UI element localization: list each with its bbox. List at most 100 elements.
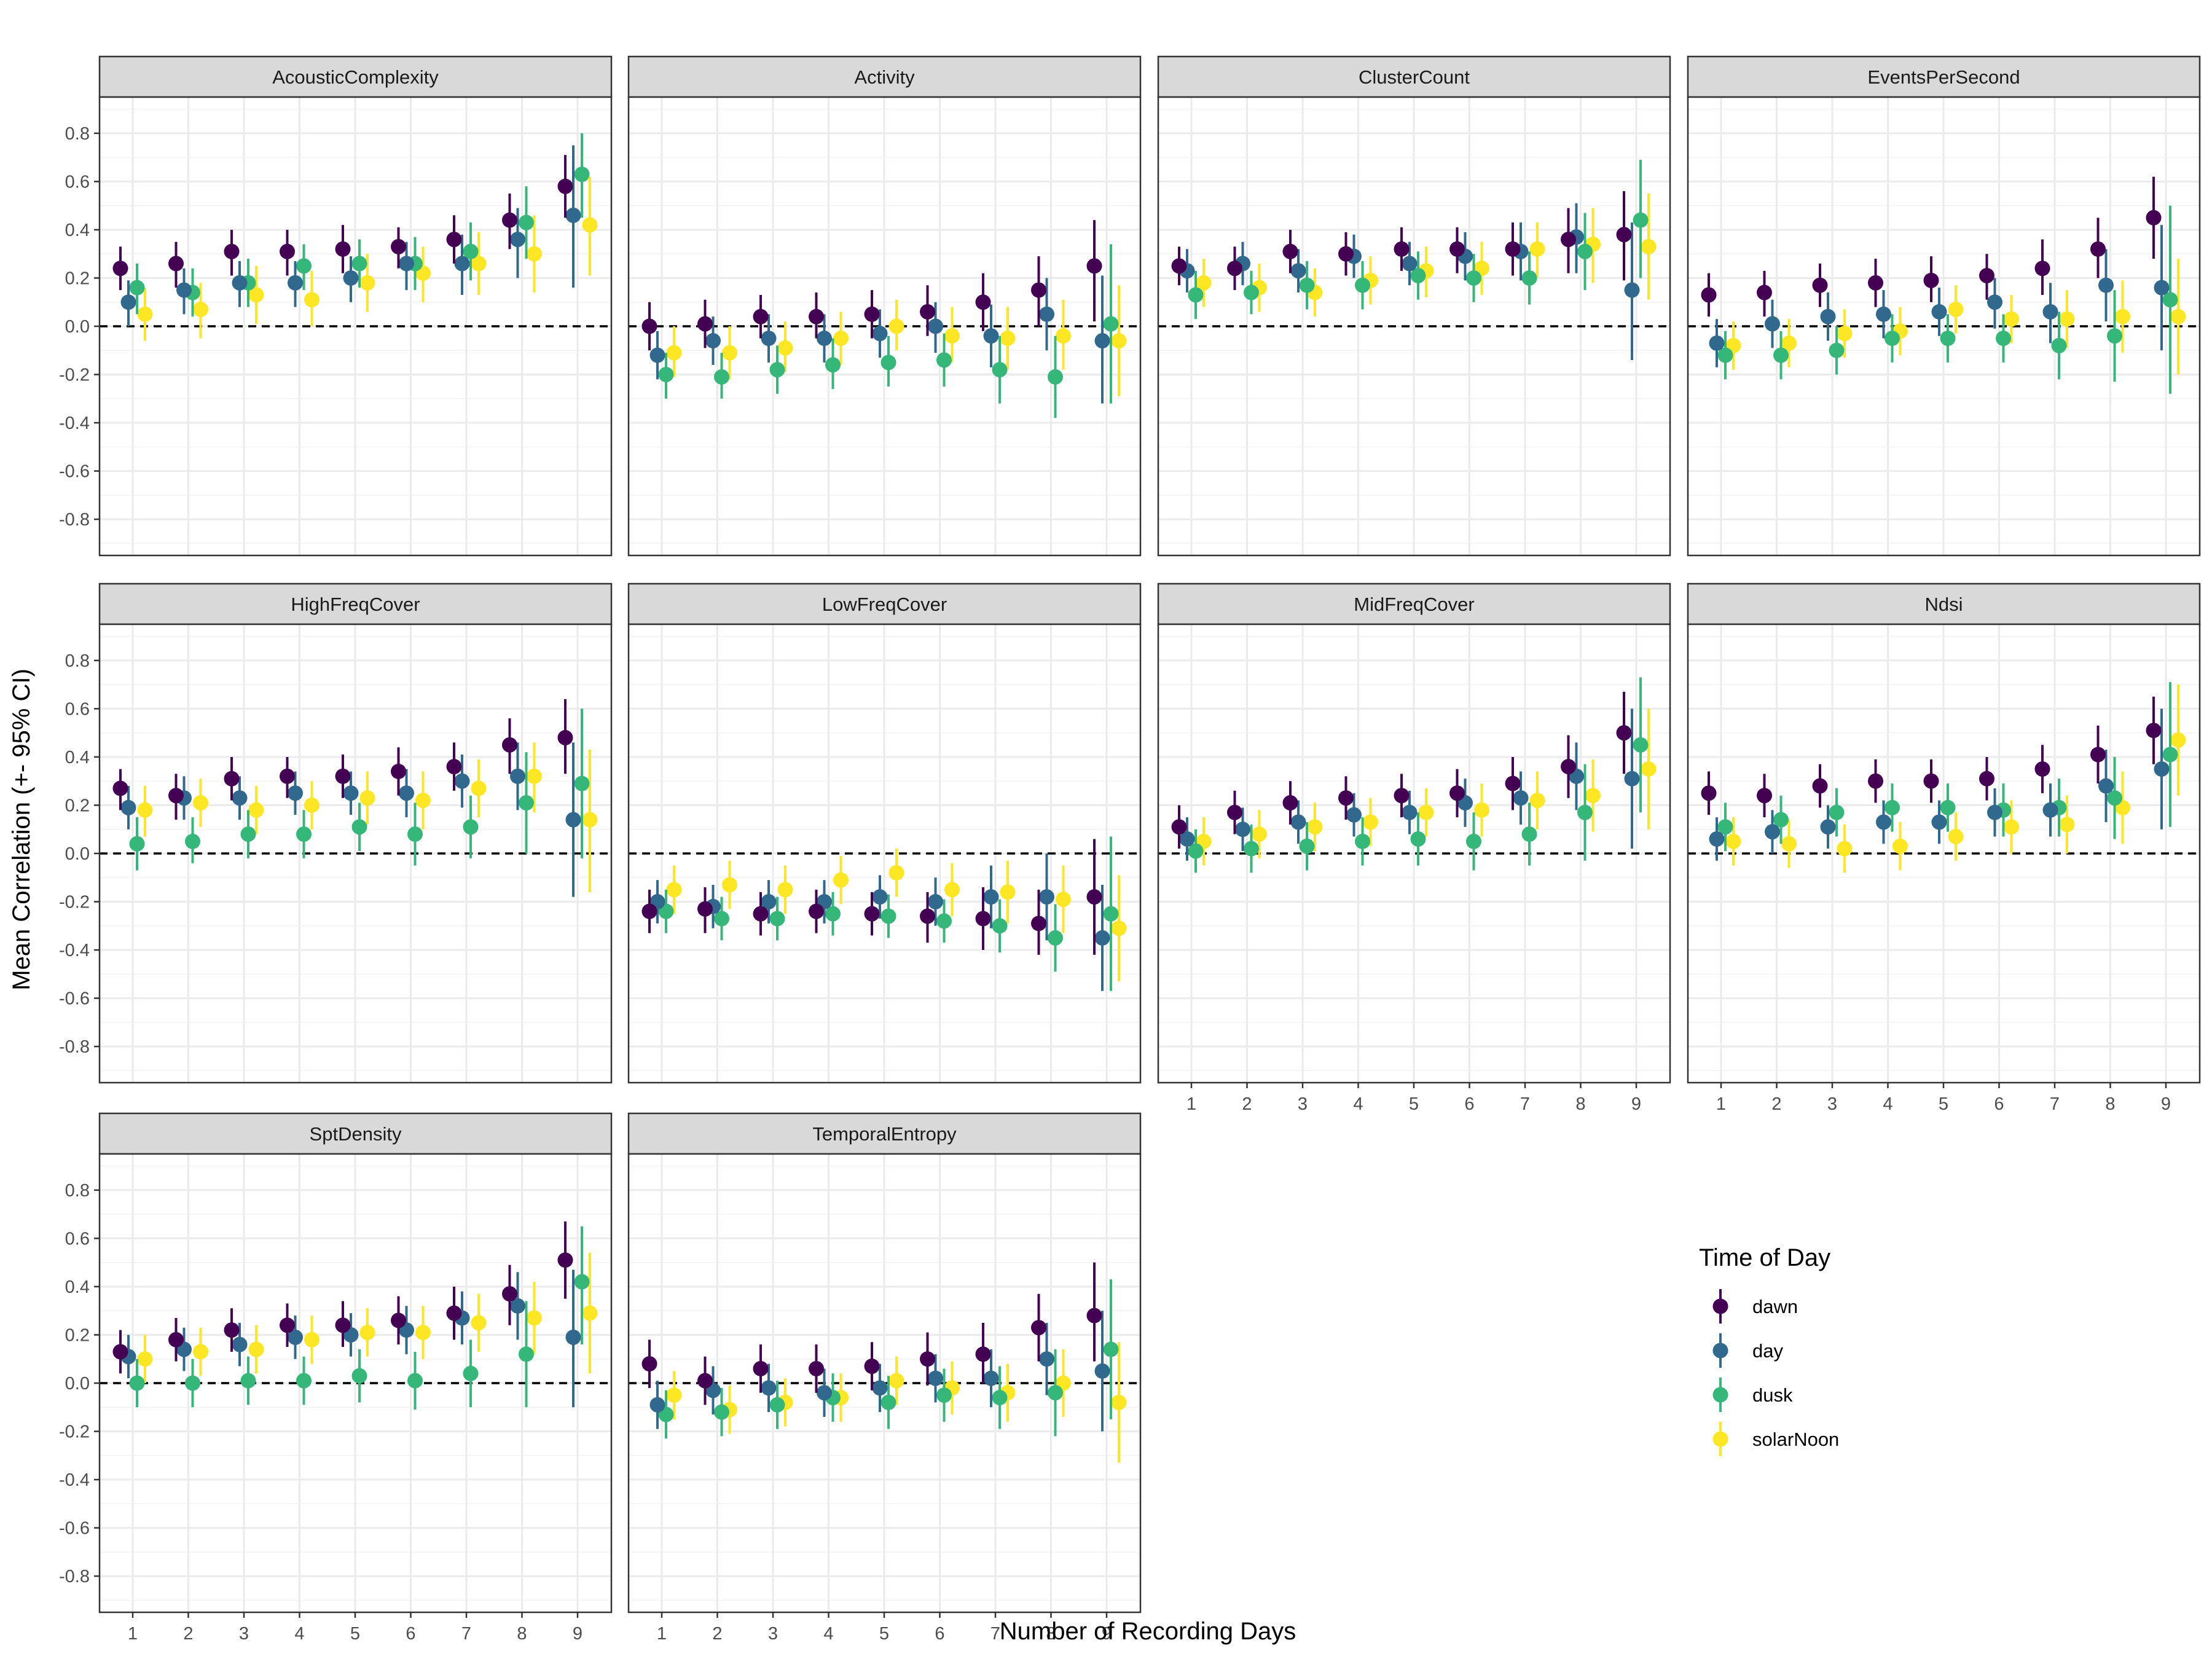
data-point: [129, 280, 145, 296]
y-tick-label: 0.2: [65, 1325, 90, 1345]
data-point: [168, 1332, 184, 1347]
data-point: [1757, 788, 1772, 804]
y-tick-label: 0.2: [65, 796, 90, 815]
data-point: [335, 768, 351, 784]
data-point: [407, 826, 423, 842]
data-point: [992, 918, 1008, 934]
data-point: [1402, 256, 1418, 272]
data-point: [565, 1329, 581, 1345]
data-point: [1529, 793, 1545, 809]
data-point: [1449, 785, 1465, 801]
series-dusk: [658, 836, 1119, 991]
panel-acoustic-complexity: AcousticComplexity -0.8 -0.6 -0.4 -0.2 0.0 0.2…: [59, 55, 613, 557]
data-point: [185, 833, 200, 849]
series-dawn: [641, 839, 1102, 955]
data-point: [920, 908, 935, 924]
data-point: [864, 1359, 880, 1375]
data-point: [232, 790, 248, 806]
data-point: [1505, 775, 1521, 791]
data-point: [1979, 268, 1994, 284]
data-point: [928, 894, 943, 910]
data-point: [880, 1394, 896, 1410]
data-point: [1781, 836, 1797, 852]
x-tick-label: 1: [128, 1624, 138, 1644]
series-day: [120, 145, 581, 326]
x-tick-label: 2: [183, 1624, 193, 1644]
data-point: [1355, 277, 1370, 293]
data-point: [753, 1360, 769, 1376]
data-point: [1505, 241, 1521, 257]
data-point: [1188, 843, 1204, 859]
data-point: [1000, 884, 1016, 900]
data-point: [240, 1373, 256, 1389]
data-point: [833, 331, 849, 347]
data-point: [2090, 241, 2106, 257]
y-tick-label: 0.8: [65, 651, 90, 671]
series-solar-noon: [1196, 708, 1657, 866]
data-point: [975, 294, 991, 310]
x-tick-label: 8: [1046, 1624, 1056, 1644]
data-point: [1717, 347, 1733, 363]
data-point: [415, 793, 431, 809]
legend-label: dusk: [1752, 1384, 1793, 1406]
data-point: [825, 906, 841, 922]
data-point: [936, 913, 952, 929]
x-tick-label: 2: [1242, 1094, 1252, 1114]
data-point: [1282, 243, 1298, 259]
data-point: [2162, 292, 2178, 308]
data-point: [722, 345, 737, 361]
panel-strip: [627, 1112, 1142, 1155]
series-day: [1179, 708, 1640, 861]
data-point: [864, 906, 880, 922]
data-point: [296, 1373, 312, 1389]
data-point: [1031, 282, 1046, 298]
y-tick-label: -0.4: [59, 414, 90, 433]
data-point: [232, 275, 248, 291]
data-point: [1394, 241, 1410, 257]
panel-title: TemporalEntropy: [812, 1123, 957, 1145]
legend-label: solarNoon: [1752, 1429, 1839, 1450]
y-tick-label: -0.8: [59, 1037, 90, 1057]
y-tick-label: -0.4: [59, 941, 90, 960]
data-point: [714, 1404, 729, 1420]
y-tick-label: 0.0: [65, 1374, 90, 1394]
x-tick-label: 5: [879, 1624, 889, 1644]
data-point: [1282, 795, 1298, 811]
series-dusk: [1188, 160, 1649, 320]
data-point: [359, 1325, 375, 1341]
data-point: [463, 1365, 479, 1381]
panel-strip: [1157, 55, 1671, 98]
data-point: [1086, 258, 1102, 274]
data-point: [1188, 287, 1204, 303]
data-point: [1086, 889, 1102, 905]
data-point: [928, 318, 943, 334]
data-point: [2170, 308, 2186, 324]
data-point: [817, 331, 832, 347]
legend-title: Time of Day: [1699, 1244, 1830, 1271]
data-point: [1094, 333, 1110, 349]
data-point: [1363, 814, 1378, 830]
x-tick-label: 7: [1520, 1094, 1530, 1114]
data-point: [761, 894, 777, 910]
data-point: [463, 243, 479, 259]
data-point: [2107, 790, 2122, 806]
panel-strip: [98, 55, 613, 98]
data-point: [1000, 331, 1016, 347]
data-point: [888, 318, 904, 334]
data-point: [761, 1380, 777, 1396]
data-point: [722, 877, 737, 893]
panel-strip: [98, 1112, 613, 1155]
x-tick-label: 4: [1883, 1094, 1892, 1114]
panel-title: Ndsi: [1924, 594, 1963, 615]
data-point: [1709, 831, 1725, 847]
series-day: [649, 1311, 1110, 1432]
data-point: [1338, 790, 1354, 806]
legend-key-point: [1712, 1343, 1728, 1359]
data-point: [1885, 331, 1900, 347]
x-tick-label: 1: [1186, 1094, 1196, 1114]
data-point: [232, 1336, 248, 1352]
data-point: [1402, 804, 1418, 820]
data-point: [2090, 747, 2106, 763]
series-dusk: [1188, 677, 1649, 873]
panels-layer: AcousticComplexity -0.8 -0.6 -0.4 -0.2 0.0 0.2…: [59, 55, 2201, 1644]
